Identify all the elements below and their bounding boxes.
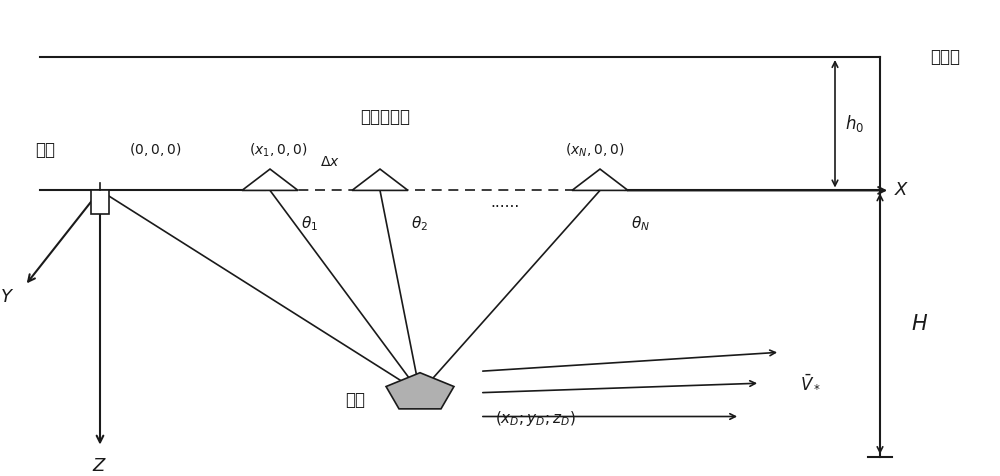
Text: 声源: 声源 xyxy=(35,141,55,159)
Text: 波接收阵列: 波接收阵列 xyxy=(360,108,410,126)
Text: $h_0$: $h_0$ xyxy=(845,113,865,134)
Text: $(x_D;y_D;z_D)$: $(x_D;y_D;z_D)$ xyxy=(495,409,575,428)
Text: $(x_N,0,0)$: $(x_N,0,0)$ xyxy=(565,141,625,159)
Polygon shape xyxy=(352,169,408,190)
Polygon shape xyxy=(242,169,298,190)
Text: $H$: $H$ xyxy=(911,314,929,334)
Text: 海平面: 海平面 xyxy=(930,48,960,66)
Polygon shape xyxy=(386,373,454,409)
Text: $(x_1,0,0)$: $(x_1,0,0)$ xyxy=(249,141,307,159)
Text: 目标: 目标 xyxy=(345,391,365,409)
Text: $\theta_N$: $\theta_N$ xyxy=(631,214,649,233)
Text: ......: ...... xyxy=(490,195,520,210)
Text: $\theta_2$: $\theta_2$ xyxy=(411,214,429,233)
Bar xyxy=(91,190,109,214)
Text: $(0,0,0)$: $(0,0,0)$ xyxy=(129,141,181,159)
Text: $\bar{V}_*$: $\bar{V}_*$ xyxy=(800,374,821,392)
Text: $Y$: $Y$ xyxy=(0,288,14,307)
Polygon shape xyxy=(572,169,628,190)
Text: $\Delta x$: $\Delta x$ xyxy=(320,155,340,169)
Text: $\theta_1$: $\theta_1$ xyxy=(301,214,319,233)
Text: $Z$: $Z$ xyxy=(92,456,108,475)
Text: $X$: $X$ xyxy=(894,181,910,199)
